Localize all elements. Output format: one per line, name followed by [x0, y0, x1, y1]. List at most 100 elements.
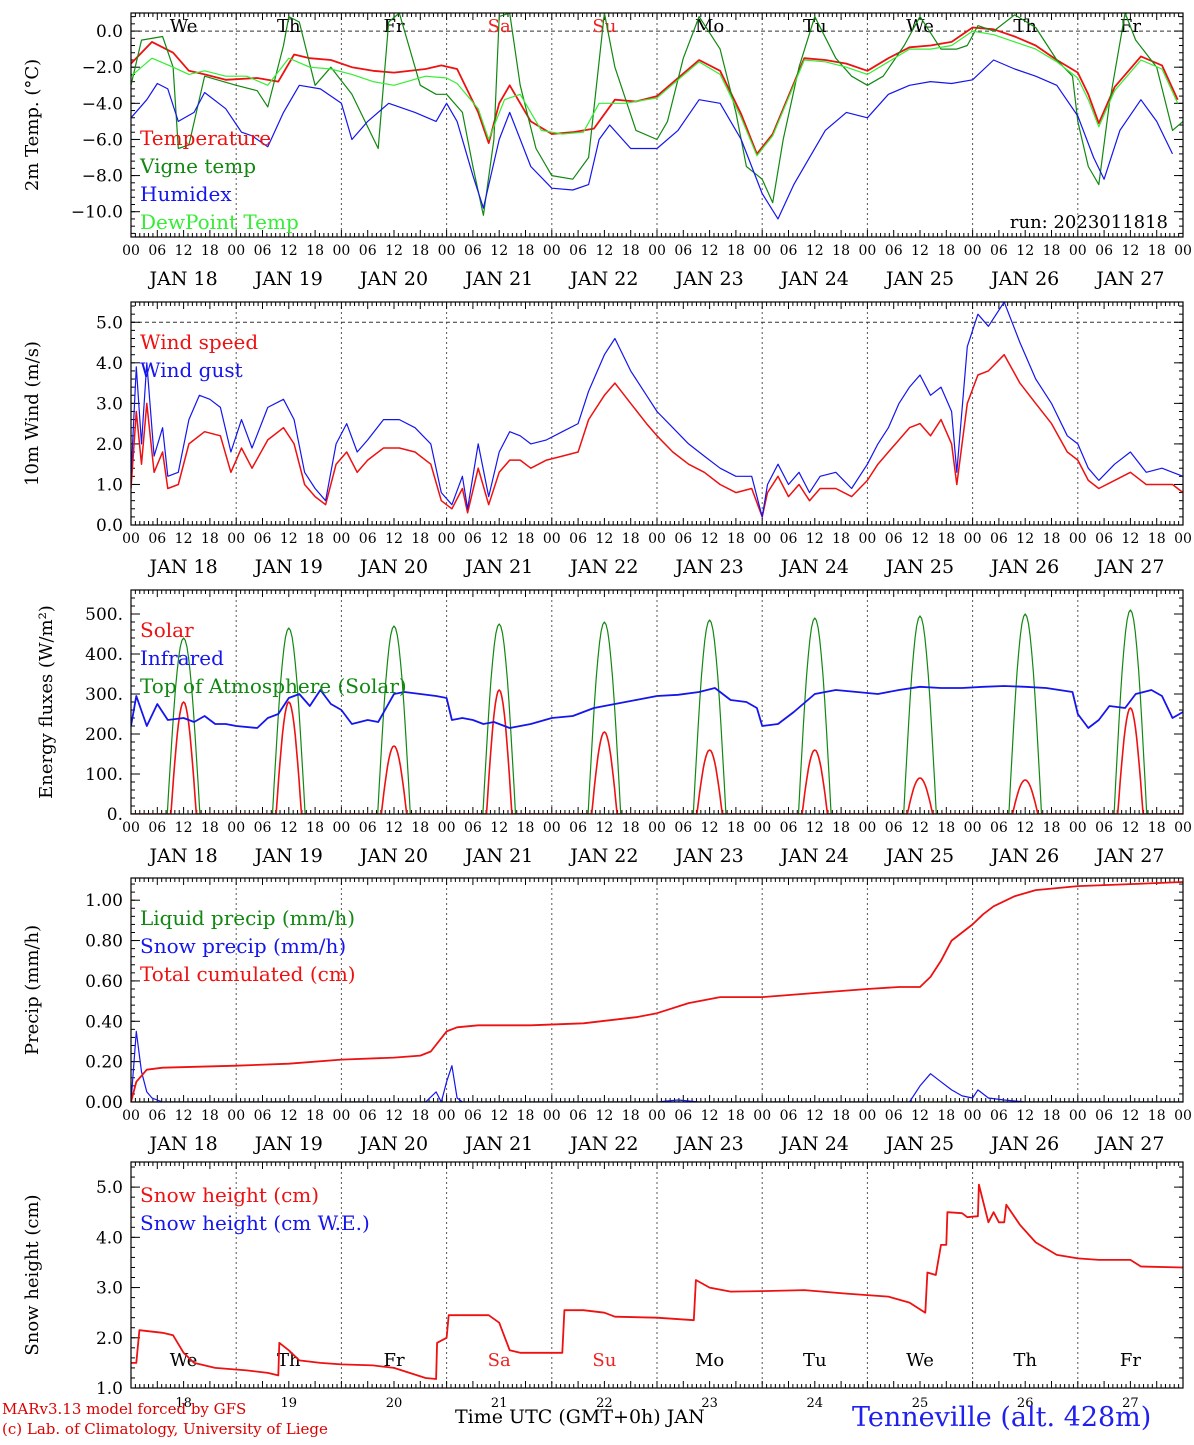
- y-tick-label: 300.: [85, 685, 123, 705]
- x-hour-label: 00: [858, 1108, 876, 1124]
- series-line-wind-gust: [131, 302, 1183, 518]
- x-day-label: JAN 19: [253, 845, 323, 867]
- x-hour-label: 00: [438, 820, 456, 836]
- y-tick-label: 1.0: [96, 1379, 123, 1399]
- x-day-number: 21: [491, 1396, 508, 1411]
- y-tick-label: 0.0: [96, 516, 123, 536]
- series-line-temperature: [131, 26, 1179, 155]
- legend-label: Total cumulated (cm): [140, 962, 356, 986]
- x-hour-label: 06: [359, 820, 377, 836]
- x-hour-label: 06: [254, 1108, 272, 1124]
- x-hour-label: 00: [438, 1108, 456, 1124]
- x-hour-label: 06: [359, 531, 377, 547]
- x-day-label: JAN 21: [463, 268, 533, 290]
- x-hour-label: 06: [464, 531, 482, 547]
- x-hour-label: 12: [911, 531, 929, 547]
- weekday-label: Fr: [1120, 1350, 1141, 1371]
- x-hour-label: 12: [175, 243, 193, 259]
- x-hour-label: 18: [622, 243, 640, 259]
- x-hour-label: 12: [385, 243, 403, 259]
- x-hour-label: 12: [490, 820, 508, 836]
- x-hour-label: 06: [674, 820, 692, 836]
- x-hour-label: 00: [438, 531, 456, 547]
- x-hour-label: 12: [280, 243, 298, 259]
- x-hour-label: 00: [753, 243, 771, 259]
- x-hour-label: 06: [885, 820, 903, 836]
- y-tick-label: 200.: [85, 725, 123, 745]
- x-hour-label: 18: [622, 531, 640, 547]
- x-day-label: JAN 22: [568, 556, 638, 578]
- x-hour-label: 12: [701, 1108, 719, 1124]
- x-day-label: JAN 27: [1094, 1133, 1164, 1155]
- model-credit: MARv3.13 model forced by GFS: [2, 1400, 247, 1418]
- x-hour-label: 00: [122, 1108, 140, 1124]
- x-hour-label: 18: [832, 531, 850, 547]
- x-hour-label: 00: [332, 531, 350, 547]
- x-day-label: JAN 24: [779, 556, 849, 578]
- x-hour-label: 06: [148, 820, 166, 836]
- x-hour-label: 00: [1069, 243, 1087, 259]
- x-hour-label: 18: [832, 243, 850, 259]
- y-tick-label: 5.0: [96, 313, 123, 333]
- x-hour-label: 06: [1095, 531, 1113, 547]
- x-hour-label: 06: [674, 243, 692, 259]
- x-hour-label: 00: [438, 243, 456, 259]
- x-hour-label: 00: [1069, 531, 1087, 547]
- x-hour-label: 06: [359, 1108, 377, 1124]
- x-hour-label: 12: [1016, 1108, 1034, 1124]
- legend-label: Temperature: [140, 126, 271, 150]
- x-hour-label: 18: [411, 820, 429, 836]
- x-day-label: JAN 19: [253, 556, 323, 578]
- weekday-label: Sa: [488, 1350, 511, 1371]
- station-title: Tenneville (alt. 428m): [852, 1402, 1152, 1433]
- x-hour-label: 06: [1095, 1108, 1113, 1124]
- x-day-label: JAN 22: [568, 268, 638, 290]
- y-tick-label: −8.0: [82, 167, 123, 187]
- x-hour-label: 18: [517, 820, 535, 836]
- x-hour-label: 12: [490, 243, 508, 259]
- x-hour-label: 12: [806, 531, 824, 547]
- x-hour-label: 00: [543, 820, 561, 836]
- x-hour-label: 06: [148, 243, 166, 259]
- x-hour-label: 06: [569, 531, 587, 547]
- x-hour-label: 00: [858, 243, 876, 259]
- weekday-label: Th: [1013, 16, 1037, 37]
- lab-credit: (c) Lab. of Climatology, University of L…: [2, 1420, 328, 1438]
- x-hour-label: 18: [937, 1108, 955, 1124]
- x-hour-label: 12: [385, 820, 403, 836]
- x-hour-label: 00: [1174, 1108, 1192, 1124]
- x-hour-label: 06: [780, 243, 798, 259]
- y-tick-label: 0.0: [96, 22, 123, 42]
- x-hour-label: 12: [280, 531, 298, 547]
- x-day-label: JAN 26: [989, 556, 1059, 578]
- x-hour-label: 06: [464, 1108, 482, 1124]
- x-hour-label: 06: [990, 531, 1008, 547]
- y-axis-label: Precip (mm/h): [22, 925, 43, 1055]
- legend-label: Infrared: [140, 646, 224, 670]
- x-day-number: 19: [281, 1396, 298, 1411]
- x-hour-label: 12: [175, 1108, 193, 1124]
- legend-label: Wind gust: [140, 358, 243, 382]
- x-hour-label: 00: [122, 531, 140, 547]
- x-hour-label: 12: [385, 531, 403, 547]
- x-hour-label: 00: [227, 531, 245, 547]
- x-hour-label: 12: [175, 531, 193, 547]
- series-line-dewpoint-temp: [131, 30, 1179, 157]
- x-day-label: JAN 25: [884, 268, 954, 290]
- x-hour-label: 18: [1043, 243, 1061, 259]
- legend-label: Top of Atmosphere (Solar): [140, 674, 407, 698]
- x-hour-label: 06: [1095, 243, 1113, 259]
- y-tick-label: 0.40: [85, 1012, 123, 1032]
- x-hour-label: 12: [911, 820, 929, 836]
- x-hour-label: 18: [622, 1108, 640, 1124]
- x-hour-label: 12: [595, 1108, 613, 1124]
- y-axis-label: 2m Temp. (°C): [22, 59, 43, 191]
- x-hour-label: 00: [543, 1108, 561, 1124]
- x-hour-label: 00: [1174, 243, 1192, 259]
- x-hour-label: 12: [911, 243, 929, 259]
- x-hour-label: 06: [569, 1108, 587, 1124]
- y-tick-label: −6.0: [82, 130, 123, 150]
- x-hour-label: 00: [648, 820, 666, 836]
- x-hour-label: 18: [727, 243, 745, 259]
